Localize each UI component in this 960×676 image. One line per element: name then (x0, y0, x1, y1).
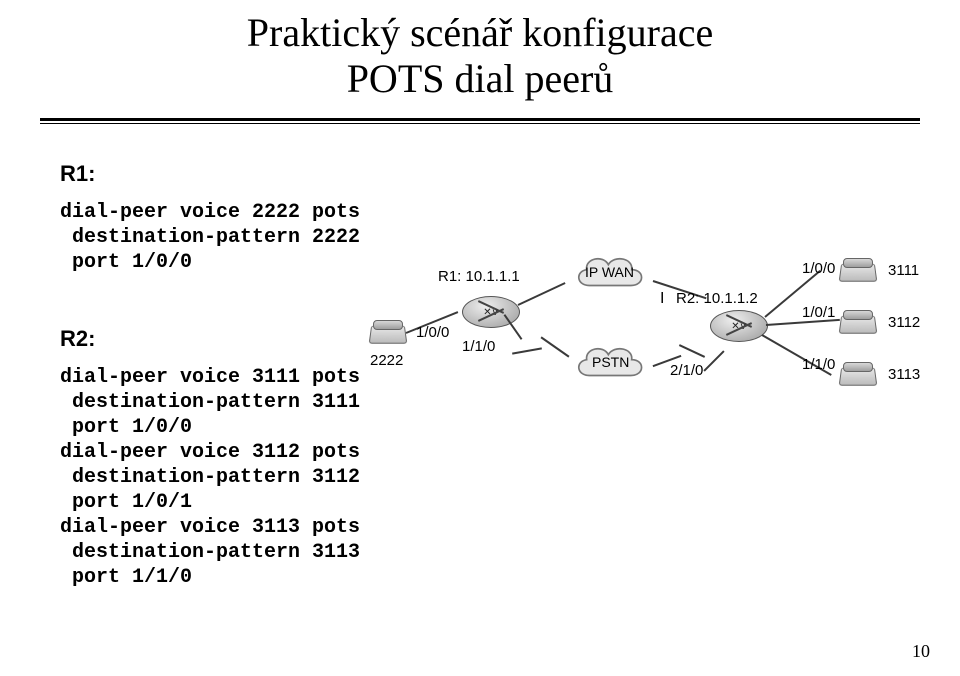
router-label: R1: 10.1.1.1 (438, 268, 520, 285)
phone-ext-label: 3113 (888, 366, 920, 383)
title-underline (40, 118, 920, 124)
slide-title: Praktický scénář konfigurace POTS dial p… (0, 10, 960, 102)
network-diagram: 2222 1/0/0 R1: 10.1.1.1 ✕v 1/1/0 IP WAN … (370, 220, 960, 440)
title-line-2: POTS dial peerů (0, 56, 960, 102)
diagram-link (518, 282, 566, 306)
port-label: 2/1/0 (670, 362, 703, 379)
port-label: 1/1/0 (462, 338, 495, 355)
phone-ext-label: 3111 (888, 262, 919, 279)
port-label: 1/0/0 (416, 324, 449, 341)
diagram-link (512, 347, 542, 354)
phone-icon (840, 362, 874, 384)
phone-icon (370, 320, 404, 342)
text-cursor-icon: I (660, 290, 664, 308)
r1-config-code: dial-peer voice 2222 pots destination-pa… (60, 200, 360, 275)
phone-ext-label: 2222 (370, 352, 403, 369)
port-label: 1/0/0 (802, 260, 835, 277)
phone-icon (840, 258, 874, 280)
r2-config-code: dial-peer voice 3111 pots destination-pa… (60, 365, 360, 590)
port-label: 1/1/0 (802, 356, 835, 373)
port-label: 1/0/1 (802, 304, 835, 321)
phone-ext-label: 3112 (888, 314, 920, 331)
r1-heading: R1: (60, 160, 95, 188)
phone-icon (840, 310, 874, 332)
diagram-link (703, 350, 724, 371)
page-number: 10 (912, 641, 930, 662)
router-label: R2: 10.1.1.2 (676, 290, 758, 307)
r2-heading: R2: (60, 325, 95, 353)
cloud-label: IP WAN (585, 264, 634, 280)
router-icon: ✕v (710, 310, 768, 342)
diagram-link (679, 344, 705, 358)
title-line-1: Praktický scénář konfigurace (247, 10, 713, 55)
cloud-label: PSTN (592, 354, 629, 370)
